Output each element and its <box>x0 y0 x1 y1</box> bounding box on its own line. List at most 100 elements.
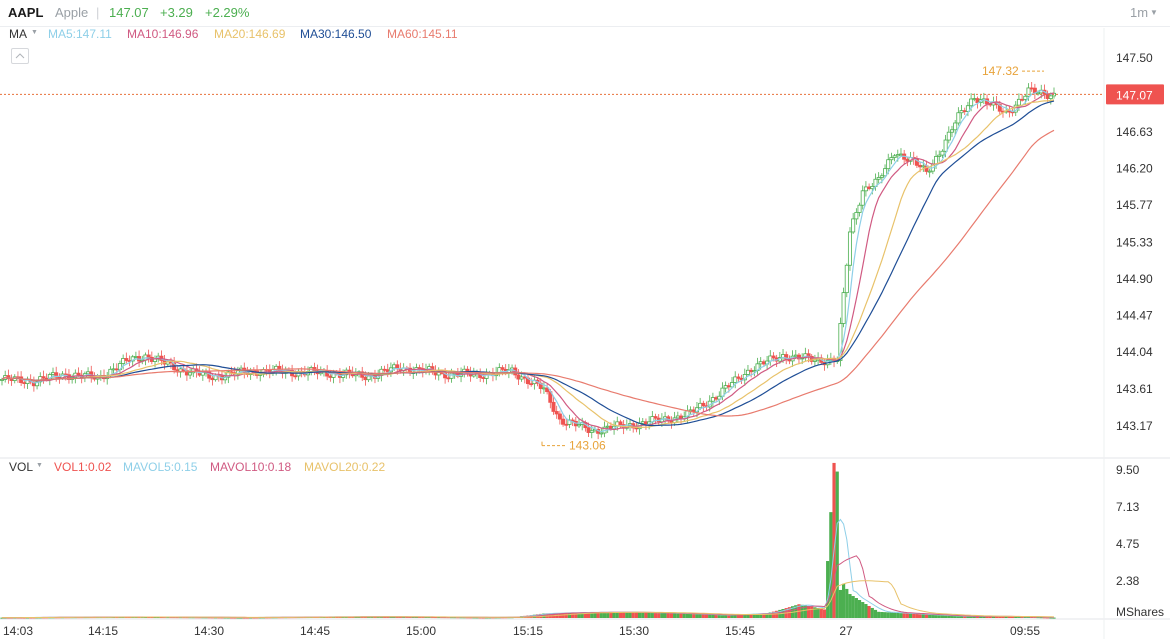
candle <box>883 164 888 178</box>
chevron-down-icon[interactable]: ▼ <box>31 29 38 36</box>
volume-bar <box>194 617 199 619</box>
volume-bar <box>580 612 584 618</box>
interval-selector[interactable]: 1m <box>1130 5 1149 20</box>
volume-bar <box>908 613 913 618</box>
volume-bar <box>433 617 438 619</box>
candle-body <box>86 371 91 375</box>
volume-bar <box>727 615 731 618</box>
collapse-indicator-button[interactable] <box>11 48 29 64</box>
volume-bar <box>641 612 645 618</box>
candle-body <box>726 385 731 388</box>
volume-bar <box>1039 617 1043 619</box>
time-tick-label: 15:00 <box>406 624 436 638</box>
volume-bar <box>806 605 811 618</box>
volume-bar <box>599 612 603 618</box>
candle-body <box>446 377 451 380</box>
candle <box>596 426 601 440</box>
candle <box>529 377 534 387</box>
candle-body <box>561 418 566 425</box>
price-tick-label: 145.77 <box>1116 198 1153 212</box>
candle-body <box>965 105 970 112</box>
volume-bar <box>743 614 747 618</box>
volume-bar <box>704 614 709 618</box>
price-tick-label: 146.63 <box>1116 125 1153 139</box>
candle <box>851 212 856 234</box>
price-tick-label: 145.33 <box>1116 235 1153 249</box>
volume-tick-label: 7.13 <box>1116 500 1140 514</box>
volume-bar <box>411 616 415 618</box>
candle-body <box>586 427 591 433</box>
volume-bar <box>421 616 425 618</box>
vol-indicator-label[interactable]: VOL <box>9 460 34 474</box>
volume-bar <box>752 613 756 618</box>
candle-body <box>905 158 910 162</box>
volume-bar <box>714 614 718 618</box>
candle-body <box>714 397 719 400</box>
volume-bar <box>861 602 865 618</box>
candle <box>127 355 132 367</box>
volume-bar <box>571 612 575 618</box>
volume-bar <box>172 617 176 619</box>
vol1-value: VOL1:0.02 <box>54 460 112 474</box>
header-separator: | <box>96 5 100 20</box>
volume-bar <box>398 616 403 618</box>
volume-bar <box>698 614 702 618</box>
candle <box>908 151 913 165</box>
volume-bar <box>478 617 482 619</box>
volume-bar <box>182 617 186 619</box>
candle <box>296 368 301 381</box>
candle <box>863 181 868 197</box>
candle-body <box>701 402 706 407</box>
volume-bar <box>950 615 954 618</box>
mavol5-line <box>2 518 1055 619</box>
ma20-value: MA20:146.69 <box>214 27 286 41</box>
candle-body <box>867 186 872 190</box>
volume-bar <box>564 612 568 618</box>
volume-bar <box>953 616 957 618</box>
candle-body <box>146 354 151 358</box>
candle <box>108 366 113 379</box>
volume-bar <box>596 612 600 618</box>
volume-bar <box>972 616 976 618</box>
candle-body <box>730 382 735 388</box>
ma-indicator-label[interactable]: MA <box>9 27 27 41</box>
volume-bar <box>813 607 817 618</box>
candle-body <box>956 112 961 124</box>
volume-bar <box>826 561 830 618</box>
volume-bar <box>615 612 619 618</box>
candle-body <box>634 427 639 430</box>
time-tick-label: 14:03 <box>3 624 33 638</box>
candle-body <box>889 157 894 161</box>
volume-bar <box>392 616 396 618</box>
candle-body <box>927 170 932 173</box>
candle-body <box>188 372 193 376</box>
candle-body <box>500 367 505 370</box>
candle <box>545 383 550 395</box>
chevron-down-icon[interactable]: ▼ <box>1150 8 1158 17</box>
candle-body <box>577 424 582 427</box>
candle-body <box>959 110 964 114</box>
volume-bar <box>889 612 894 618</box>
candle-body <box>210 377 215 381</box>
volume-bar <box>679 613 683 618</box>
candle-body <box>812 359 817 362</box>
candle-body <box>793 354 798 357</box>
symbol-ticker[interactable]: AAPL <box>8 5 44 20</box>
volume-bar <box>835 471 839 618</box>
volume-bar <box>1042 617 1047 619</box>
volume-bar <box>606 612 610 618</box>
candle <box>618 419 623 429</box>
candle-body <box>736 376 741 379</box>
candle <box>385 363 390 378</box>
volume-bar <box>156 617 160 619</box>
volume-bar <box>771 611 776 618</box>
candle-body <box>946 131 951 141</box>
ma-legend: MA ▼ MA5:147.11 MA10:146.96 MA20:146.69 … <box>0 27 1170 45</box>
volume-bar <box>762 613 766 618</box>
candle <box>1029 82 1034 92</box>
candle <box>838 317 843 367</box>
volume-bar <box>484 617 489 619</box>
volume-bar <box>3 617 7 619</box>
chevron-down-icon[interactable]: ▼ <box>36 462 43 469</box>
